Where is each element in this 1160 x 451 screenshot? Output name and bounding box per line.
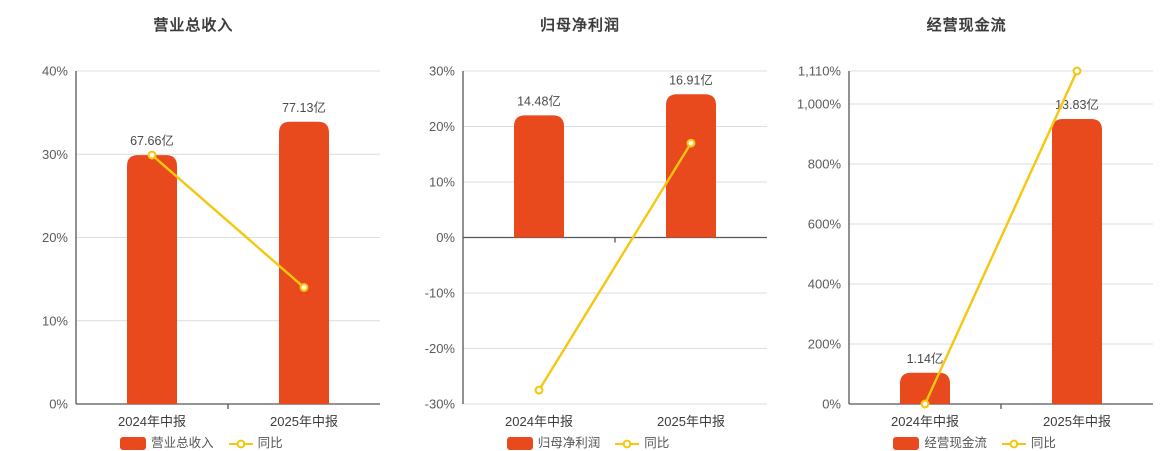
svg-text:400%: 400% <box>808 277 842 292</box>
svg-text:1,110%: 1,110% <box>798 64 842 79</box>
svg-text:-30%: -30% <box>424 397 455 412</box>
svg-text:600%: 600% <box>808 217 842 232</box>
svg-text:2024年中报: 2024年中报 <box>891 414 959 429</box>
svg-text:2025年中报: 2025年中报 <box>657 414 725 429</box>
svg-text:1,000%: 1,000% <box>797 97 842 112</box>
svg-text:0%: 0% <box>823 397 842 412</box>
svg-text:77.13亿: 77.13亿 <box>282 100 326 115</box>
svg-text:20%: 20% <box>42 230 68 245</box>
svg-text:14.48亿: 14.48亿 <box>517 93 561 108</box>
svg-text:0%: 0% <box>436 230 455 245</box>
svg-text:800%: 800% <box>808 157 842 172</box>
svg-text:2024年中报: 2024年中报 <box>505 414 573 429</box>
svg-text:10%: 10% <box>42 313 68 328</box>
svg-text:2024年中报: 2024年中报 <box>118 414 186 429</box>
svg-text:10%: 10% <box>429 175 455 190</box>
svg-text:200%: 200% <box>808 337 842 352</box>
svg-text:20%: 20% <box>429 119 455 134</box>
svg-text:2025年中报: 2025年中报 <box>270 414 338 429</box>
svg-text:-10%: -10% <box>424 286 455 301</box>
svg-text:67.66亿: 67.66亿 <box>130 133 174 148</box>
svg-text:0%: 0% <box>49 397 68 412</box>
svg-text:2025年中报: 2025年中报 <box>1043 414 1111 429</box>
svg-text:30%: 30% <box>42 147 68 162</box>
svg-text:30%: 30% <box>429 64 455 79</box>
svg-text:-20%: -20% <box>424 341 455 356</box>
svg-text:1.14亿: 1.14亿 <box>907 351 944 366</box>
svg-text:40%: 40% <box>42 64 68 79</box>
svg-text:16.91亿: 16.91亿 <box>669 72 713 87</box>
